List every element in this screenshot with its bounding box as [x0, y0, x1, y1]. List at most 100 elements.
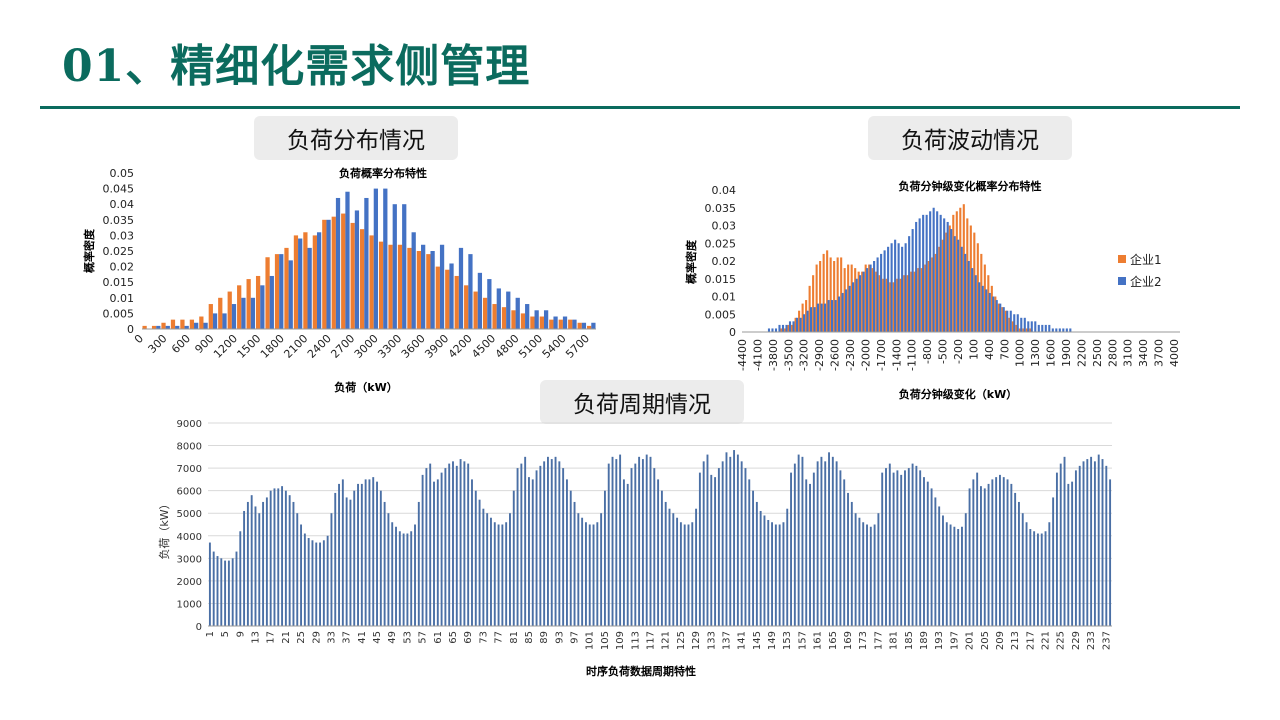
x-tick-label: 129 [691, 631, 702, 650]
bar [1109, 479, 1112, 626]
x-tick-label: 5 [220, 631, 231, 637]
bar-series-1 [360, 229, 365, 329]
bar [797, 454, 800, 626]
bar-series-1 [917, 268, 920, 332]
bar [653, 468, 656, 626]
x-tick-label: 85 [524, 631, 535, 644]
bar-series-1 [218, 297, 223, 329]
bar-series-2 [288, 260, 293, 329]
bar [1014, 492, 1017, 626]
bar-series-2 [834, 300, 837, 332]
x-tick-label: 161 [813, 631, 824, 650]
bar [847, 492, 849, 626]
bar [584, 522, 587, 626]
bar-series-2 [1037, 324, 1040, 332]
bar [1040, 533, 1043, 626]
bar-series-1 [976, 243, 979, 332]
bar-series-1 [482, 297, 488, 329]
bar-series-1 [454, 275, 459, 329]
y-tick-label: 0.03 [110, 229, 135, 242]
bar-series-1 [924, 264, 927, 332]
bar-series-1 [208, 304, 213, 329]
bar-series-2 [922, 214, 925, 332]
bar [554, 456, 557, 626]
bar [569, 490, 572, 626]
bar-series-2 [373, 188, 378, 329]
bar-series-2 [876, 257, 879, 332]
bar-series-1 [501, 307, 507, 329]
bar-series-2 [534, 310, 539, 329]
bar-series-2 [848, 285, 851, 332]
bar-series-2 [383, 188, 388, 329]
bar-series-2 [1055, 328, 1058, 332]
x-tick-label: -3200 [798, 339, 811, 371]
bar [896, 470, 899, 626]
x-tick-label: 145 [752, 631, 763, 650]
section-label-fluctuation: 负荷波动情况 [868, 116, 1072, 160]
x-tick-label: 121 [661, 631, 672, 650]
bar-series-1 [492, 304, 497, 329]
bar-series-1 [369, 235, 374, 329]
bar [505, 522, 508, 626]
bar [615, 459, 618, 626]
x-tick-label: 3400 [1137, 339, 1150, 367]
bar-series-1 [952, 214, 955, 332]
bar [790, 472, 792, 626]
x-tick-label: 2500 [1091, 339, 1104, 367]
bar [619, 454, 622, 626]
bar [410, 531, 413, 626]
bar-series-1 [1015, 324, 1018, 332]
bar-series-2 [572, 319, 577, 329]
bar [1052, 497, 1055, 626]
x-axis-title: 负荷（kW） [334, 380, 397, 394]
bar-series-1 [780, 328, 783, 332]
bar [315, 542, 318, 626]
x-tick-label: 49 [387, 631, 398, 644]
bar [809, 483, 811, 626]
x-tick-label: 157 [797, 631, 808, 650]
bar-series-2 [827, 300, 830, 332]
bar-series-2 [411, 232, 416, 329]
bar [1059, 463, 1062, 626]
bar-series-2 [838, 296, 841, 332]
bar [208, 542, 211, 626]
bar [641, 459, 644, 626]
bar-series-2 [894, 239, 897, 332]
bar-series-2 [1044, 324, 1047, 332]
bar [881, 472, 884, 626]
bar-series-2 [880, 253, 883, 332]
bar [683, 524, 686, 626]
x-tick-label: 9 [235, 631, 246, 637]
bar-series-2 [496, 288, 501, 329]
y-tick-label: 0.03 [712, 220, 737, 233]
bar [649, 456, 652, 626]
x-tick-label: 77 [494, 631, 505, 644]
bar-series-1 [274, 254, 280, 329]
bar [216, 556, 219, 626]
bar-series-1 [227, 291, 232, 329]
bar-series-2 [525, 304, 530, 329]
x-tick-label: 193 [934, 631, 945, 650]
bar-series-1 [840, 257, 843, 332]
bar [592, 524, 595, 626]
bar [915, 465, 918, 626]
bar [725, 452, 728, 626]
bar-series-2 [506, 291, 511, 329]
bar [805, 479, 808, 626]
x-tick-label: 13 [250, 631, 261, 644]
bar-series-1 [906, 275, 909, 332]
x-tick-label: 41 [357, 631, 368, 644]
bar-series-2 [581, 322, 587, 329]
bar [964, 513, 967, 626]
title-divider [40, 106, 1240, 109]
bar [919, 470, 922, 626]
bar [364, 479, 367, 626]
bar [246, 501, 249, 626]
bar-series-2 [974, 275, 977, 332]
bar-series-2 [802, 314, 806, 332]
bar-series-2 [1058, 328, 1061, 332]
bar [660, 490, 663, 626]
bar [1093, 461, 1096, 626]
bar-series-1 [794, 317, 797, 332]
bar-series-1 [407, 247, 412, 329]
